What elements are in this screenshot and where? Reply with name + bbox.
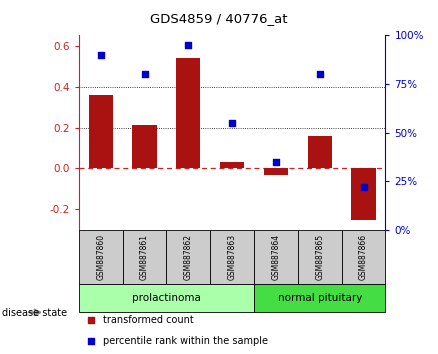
Text: transformed count: transformed count: [103, 315, 194, 325]
Bar: [79, 284, 254, 312]
Bar: [298, 230, 342, 284]
Text: GSM887861: GSM887861: [140, 234, 149, 280]
Bar: [132, 125, 156, 169]
Text: GSM887864: GSM887864: [272, 234, 280, 280]
Bar: [176, 58, 200, 169]
Point: [141, 72, 148, 77]
Text: GSM887862: GSM887862: [184, 234, 193, 280]
Bar: [210, 230, 254, 284]
Text: GDS4859 / 40776_at: GDS4859 / 40776_at: [150, 12, 288, 25]
Bar: [351, 169, 375, 219]
Bar: [220, 162, 244, 169]
Bar: [342, 230, 385, 284]
Point: [360, 184, 367, 190]
Text: disease state: disease state: [2, 308, 67, 318]
Text: GSM887860: GSM887860: [96, 234, 105, 280]
Text: prolactinoma: prolactinoma: [132, 293, 201, 303]
Text: percentile rank within the sample: percentile rank within the sample: [103, 336, 268, 346]
Text: normal pituitary: normal pituitary: [278, 293, 362, 303]
Point: [185, 42, 192, 48]
Bar: [88, 95, 113, 169]
Bar: [166, 230, 210, 284]
Point: [88, 338, 95, 344]
Point: [97, 52, 104, 58]
Bar: [79, 230, 123, 284]
Point: [88, 317, 95, 323]
Text: GSM887865: GSM887865: [315, 234, 324, 280]
Bar: [123, 230, 166, 284]
Point: [316, 72, 323, 77]
Bar: [254, 284, 385, 312]
Bar: [264, 169, 288, 175]
Text: GSM887866: GSM887866: [359, 234, 368, 280]
Bar: [254, 230, 298, 284]
Text: GSM887863: GSM887863: [228, 234, 237, 280]
Point: [229, 120, 236, 126]
Bar: [307, 136, 332, 169]
Point: [272, 159, 279, 165]
